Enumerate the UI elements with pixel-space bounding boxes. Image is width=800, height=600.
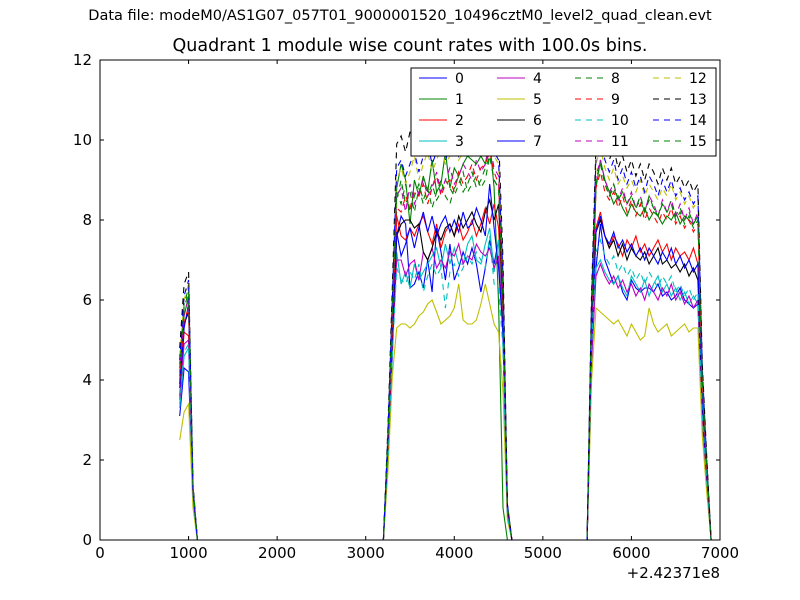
legend-label-8: 8: [611, 71, 620, 87]
series-line-8: [179, 155, 716, 541]
legend-label-7: 7: [533, 134, 542, 150]
legend-label-4: 4: [533, 71, 542, 87]
legend-label-13: 13: [689, 92, 707, 108]
series-line-11: [179, 143, 716, 541]
series-line-3: [179, 227, 716, 541]
legend-label-11: 11: [611, 134, 629, 150]
y-tick-label: 4: [82, 371, 92, 389]
figure-suptitle: Data file: modeM0/AS1G07_057T01_90000015…: [88, 8, 712, 24]
legend-label-3: 3: [455, 134, 464, 150]
x-tick-label: 6000: [612, 544, 650, 562]
y-tick-label: 8: [82, 211, 92, 229]
x-offset-label: +2.42371e8: [627, 564, 720, 582]
chart-title: Quadrant 1 module wise count rates with …: [172, 36, 648, 56]
y-tick-label: 12: [73, 51, 92, 69]
legend-label-15: 15: [689, 134, 707, 150]
series-line-12: [179, 127, 716, 541]
x-tick-label: 0: [95, 544, 105, 562]
x-tick-label: 7000: [701, 544, 739, 562]
y-tick-label: 10: [73, 131, 92, 149]
legend-label-12: 12: [689, 71, 707, 87]
series-line-4: [179, 242, 716, 541]
x-tick-label: 1000: [169, 544, 207, 562]
y-tick-label: 6: [82, 291, 92, 309]
series-line-5: [179, 283, 716, 541]
legend-label-6: 6: [533, 113, 542, 129]
series-line-13: [179, 91, 716, 541]
series-lines: [179, 91, 716, 541]
y-tick-label: 2: [82, 451, 92, 469]
series-line-10: [179, 235, 716, 541]
x-tick-label: 5000: [524, 544, 562, 562]
legend-label-1: 1: [455, 92, 464, 108]
legend-label-0: 0: [455, 71, 464, 87]
x-tick-label: 4000: [435, 544, 473, 562]
legend-label-10: 10: [611, 113, 629, 129]
y-tick-label: 0: [82, 531, 92, 549]
legend-label-14: 14: [689, 113, 707, 129]
x-tick-label: 2000: [258, 544, 296, 562]
series-line-0: [179, 214, 716, 541]
series-line-6: [179, 198, 716, 541]
legend-label-5: 5: [533, 92, 542, 108]
legend-label-2: 2: [455, 113, 464, 129]
x-axis-ticks: 0 1000 2000 3000 4000 5000 6000 7000: [95, 60, 739, 562]
legend-label-9: 9: [611, 92, 620, 108]
x-tick-label: 3000: [347, 544, 385, 562]
series-line-15: [179, 153, 716, 541]
